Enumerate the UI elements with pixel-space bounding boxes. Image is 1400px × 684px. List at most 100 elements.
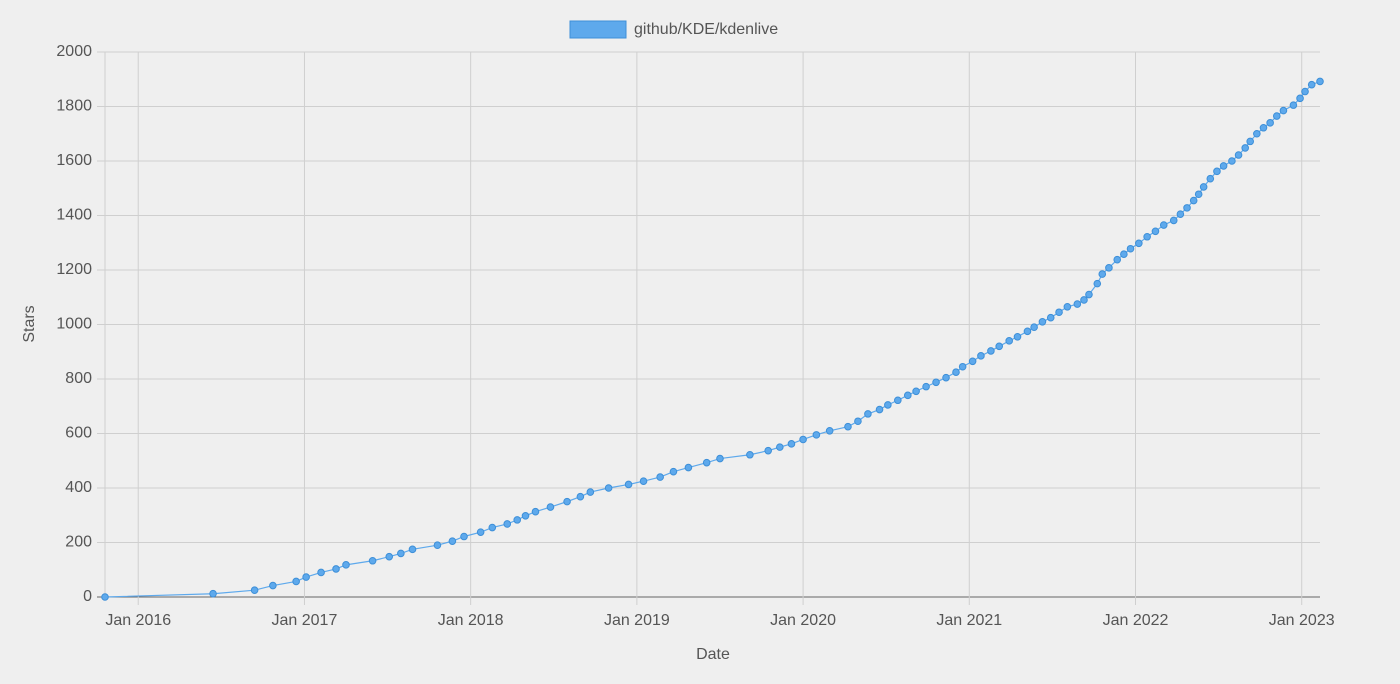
data-point: [716, 454, 724, 463]
data-point: [1259, 123, 1268, 132]
data-point: [1189, 196, 1198, 205]
data-point: [977, 352, 985, 360]
data-point: [1246, 137, 1254, 146]
data-point: [1194, 190, 1203, 199]
y-tick-label: 2000: [56, 43, 92, 60]
data-point: [1228, 157, 1236, 165]
data-point: [1301, 87, 1309, 96]
data-point: [812, 431, 821, 439]
data-point: [513, 516, 522, 524]
data-point: [1272, 112, 1281, 120]
data-point: [531, 507, 540, 516]
data-point: [1206, 174, 1215, 183]
data-point: [1234, 151, 1243, 159]
data-point: [942, 373, 950, 382]
data-point: [875, 405, 884, 414]
data-point: [746, 450, 754, 459]
data-point: [912, 387, 920, 396]
data-point: [854, 417, 862, 426]
data-point: [1135, 239, 1143, 248]
data-point: [1046, 313, 1055, 322]
data-point: [776, 443, 784, 451]
data-point: [669, 467, 678, 476]
data-point: [684, 463, 693, 472]
data-point: [958, 362, 967, 371]
data-point: [1169, 216, 1178, 225]
data-point: [1143, 232, 1151, 241]
data-point: [292, 577, 300, 586]
data-point: [1219, 162, 1228, 170]
data-point: [1113, 255, 1122, 264]
data-point: [1120, 250, 1128, 258]
x-tick-label: Jan 2021: [936, 612, 1002, 629]
data-point: [546, 503, 555, 511]
data-point: [995, 342, 1004, 351]
data-point: [433, 541, 442, 550]
data-point: [624, 480, 633, 489]
data-point: [903, 391, 912, 400]
data-point: [1183, 204, 1191, 212]
y-tick-label: 1200: [56, 261, 92, 278]
data-point: [1085, 290, 1093, 299]
x-tick-label: Jan 2017: [272, 612, 338, 629]
data-point: [503, 520, 512, 528]
data-point: [1151, 227, 1160, 236]
data-point: [1213, 167, 1221, 176]
data-point: [1105, 264, 1113, 272]
data-point: [844, 422, 852, 431]
data-point: [269, 581, 277, 590]
data-point: [209, 589, 217, 598]
data-point: [987, 347, 995, 355]
data-point: [1063, 302, 1072, 311]
data-point: [1159, 221, 1168, 229]
x-axis-title: Date: [696, 646, 730, 663]
data-point: [764, 446, 772, 455]
y-tick-label: 1000: [56, 316, 92, 333]
data-point: [1199, 183, 1208, 191]
data-point: [1253, 129, 1261, 138]
data-point: [1289, 101, 1298, 109]
data-point: [1023, 327, 1032, 336]
data-point: [488, 523, 497, 532]
data-point: [448, 537, 457, 545]
y-tick-label: 1600: [56, 152, 92, 169]
y-axis-title: Stars: [21, 305, 38, 342]
data-point: [604, 484, 613, 492]
data-point: [460, 532, 468, 541]
data-point: [932, 378, 940, 387]
data-point: [1013, 332, 1022, 341]
data-point: [1126, 244, 1135, 253]
data-point: [586, 488, 595, 496]
y-tick-label: 200: [65, 534, 92, 551]
data-point: [952, 368, 960, 376]
data-point: [385, 552, 394, 561]
legend-label: github/KDE/kdenlive: [634, 21, 778, 38]
data-point: [576, 492, 585, 501]
data-point: [1080, 296, 1088, 304]
data-point: [1073, 300, 1082, 308]
data-point: [1241, 144, 1250, 152]
data-point: [1038, 317, 1047, 326]
data-point: [1296, 94, 1304, 103]
data-point: [563, 497, 571, 506]
y-tick-label: 0: [83, 588, 92, 605]
y-tick-label: 600: [65, 425, 92, 442]
data-point: [1316, 77, 1324, 86]
data-point: [250, 586, 259, 594]
y-tick-label: 1400: [56, 207, 92, 224]
x-tick-label: Jan 2016: [105, 612, 171, 629]
data-point: [1279, 106, 1288, 115]
legend-swatch: [569, 20, 627, 39]
data-point: [799, 435, 807, 444]
data-point: [1055, 308, 1063, 317]
data-point: [656, 473, 664, 481]
y-tick-label: 400: [65, 479, 92, 496]
data-point: [342, 561, 350, 569]
data-point: [787, 440, 796, 448]
x-tick-label: Jan 2023: [1269, 612, 1335, 629]
x-tick-label: Jan 2020: [770, 612, 836, 629]
data-point: [968, 357, 977, 366]
